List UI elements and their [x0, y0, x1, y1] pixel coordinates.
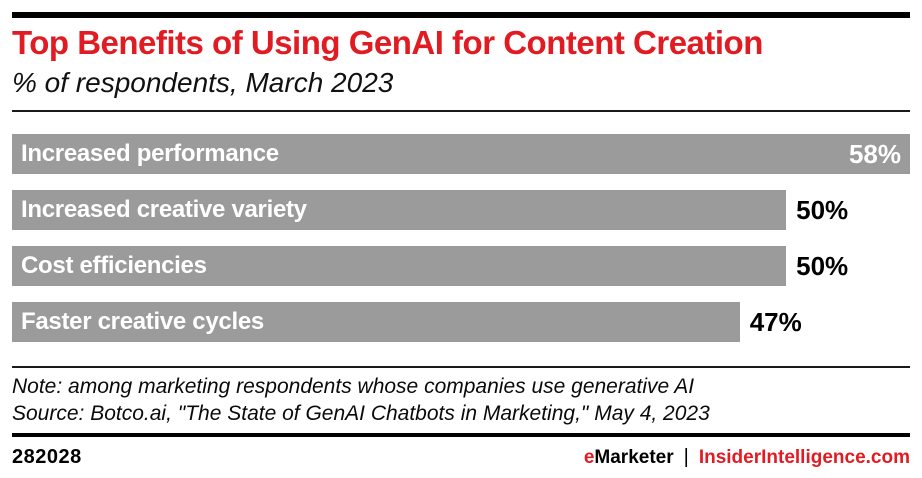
- brand-site: InsiderIntelligence.com: [698, 446, 910, 468]
- chart-title: Top Benefits of Using GenAI for Content …: [12, 24, 763, 61]
- brand-separator: |: [683, 446, 689, 469]
- bar-value-label: 50%: [796, 194, 849, 225]
- bar-value-label: 58%: [848, 138, 901, 169]
- bar-row: Faster creative cycles 47%: [12, 302, 910, 343]
- brand-emarketer: eMarketer: [584, 447, 674, 469]
- footer-divider: [12, 433, 910, 438]
- bar-row: Increased creative variety 50%: [12, 190, 910, 231]
- bar: Cost efficiencies: [12, 246, 787, 287]
- brand-lockup: eMarketer | InsiderIntelligence.com: [584, 446, 910, 469]
- bar: Increased performance 58%: [12, 134, 910, 175]
- chart-id: 282028: [12, 446, 82, 469]
- bar-row: Increased performance 58%: [12, 134, 910, 175]
- bar-category-label: Increased performance: [21, 140, 279, 168]
- chart-note: Note: among marketing respondents whose …: [12, 375, 695, 399]
- bar: Faster creative cycles: [12, 302, 740, 343]
- bar-value-label: 50%: [796, 250, 849, 281]
- bar-value-label: 47%: [749, 306, 802, 337]
- top-divider: [12, 12, 910, 18]
- notes-block: Note: among marketing respondents whose …: [12, 373, 910, 427]
- bar: Increased creative variety: [12, 190, 787, 231]
- brand-emarketer-e: e: [583, 446, 595, 468]
- bar-category-label: Cost efficiencies: [21, 252, 207, 280]
- bar-category-label: Faster creative cycles: [21, 308, 264, 336]
- header-divider: [12, 110, 910, 113]
- footer: 282028 eMarketer | InsiderIntelligence.c…: [12, 446, 910, 469]
- bar-category-label: Increased creative variety: [21, 196, 307, 224]
- chart-subtitle: % of respondents, March 2023: [12, 66, 394, 98]
- chart-source: Source: Botco.ai, "The State of GenAI Ch…: [12, 402, 710, 426]
- brand-emarketer-rest: Marketer: [594, 446, 674, 468]
- note-divider: [12, 366, 910, 369]
- bar-chart: Increased performance 58% Increased creati…: [12, 134, 910, 343]
- bar-row: Cost efficiencies 50%: [12, 246, 910, 287]
